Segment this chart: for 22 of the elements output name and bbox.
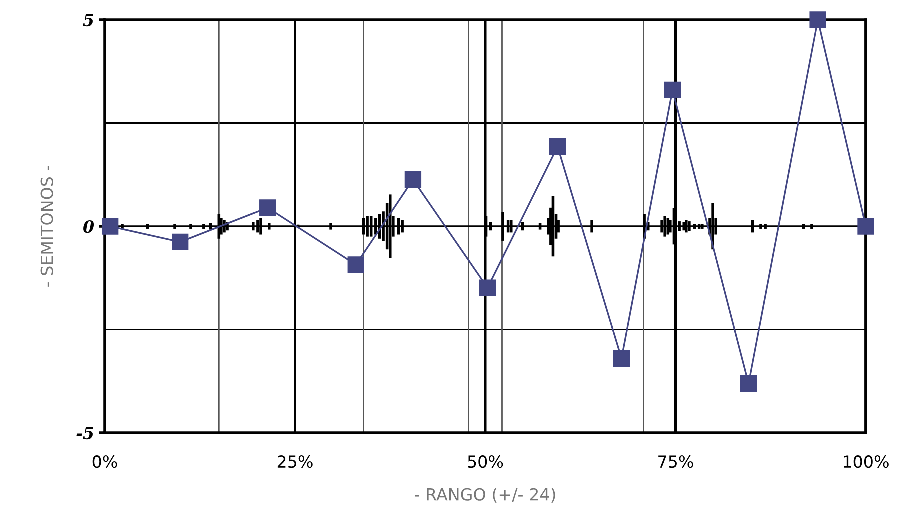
point [102,218,119,235]
point [260,200,276,216]
point [858,218,874,235]
point [348,256,364,274]
x-tick-label: 75% [658,456,694,468]
point [664,82,682,99]
y-tick-label: -5 [76,427,94,440]
point [810,12,826,28]
point [740,376,758,392]
point [479,280,496,296]
x-tick-label: 0% [92,456,118,468]
y-tick-label: 5 [83,14,94,27]
y-tick-label: 0 [84,220,94,234]
point [549,138,566,156]
x-axis-title: - RANGO (+/- 24) [415,488,556,503]
point [172,234,189,251]
point [613,350,630,367]
x-tick-label: 50% [468,456,504,468]
point [404,171,422,188]
x-tick-label: 25% [278,456,313,468]
x-tick-label: 100% [844,456,889,468]
y-axis-title: - SEMITONOS - [40,166,54,287]
